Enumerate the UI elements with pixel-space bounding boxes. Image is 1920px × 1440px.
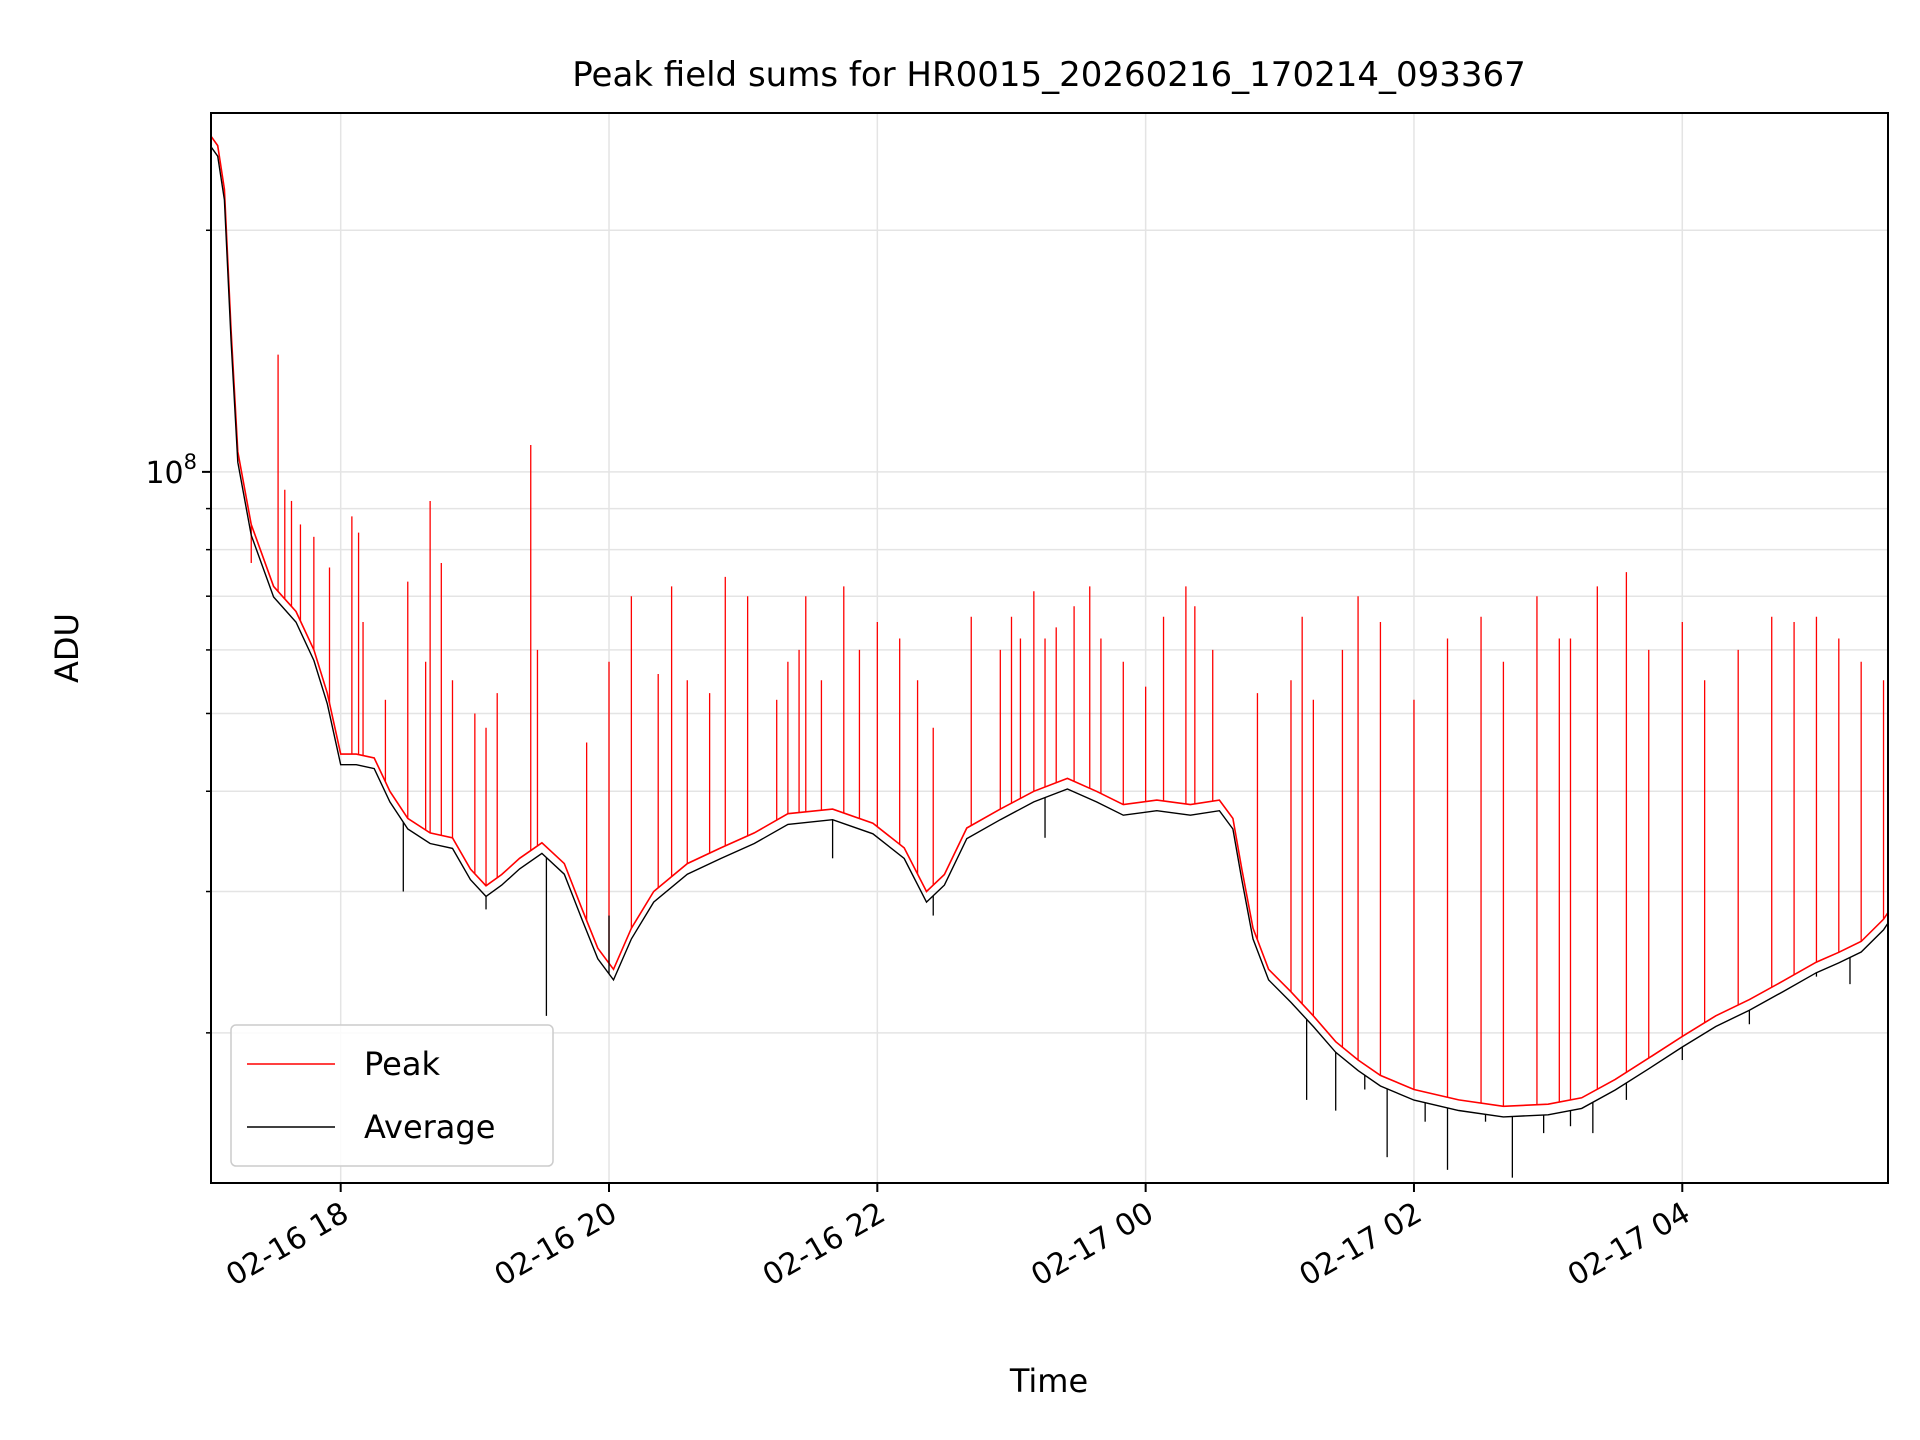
chart-title: Peak field sums for HR0015_20260216_1702… (572, 55, 1526, 95)
plot-area (211, 135, 1888, 1178)
plot-frame (210, 112, 1889, 1184)
legend-label-average: Average (364, 1108, 495, 1146)
grid (211, 113, 1888, 1183)
y-tick-label: 108 (145, 450, 197, 491)
legend-label-peak: Peak (364, 1045, 440, 1083)
legend-box (230, 1024, 554, 1167)
series-group (211, 135, 1888, 1178)
legend: Peak Average (230, 1024, 554, 1167)
y-axis-label: ADU (48, 613, 86, 683)
series-line-peak (211, 135, 1888, 1108)
x-axis-label: Time (1009, 1362, 1088, 1400)
series-line-average (211, 146, 1888, 1118)
